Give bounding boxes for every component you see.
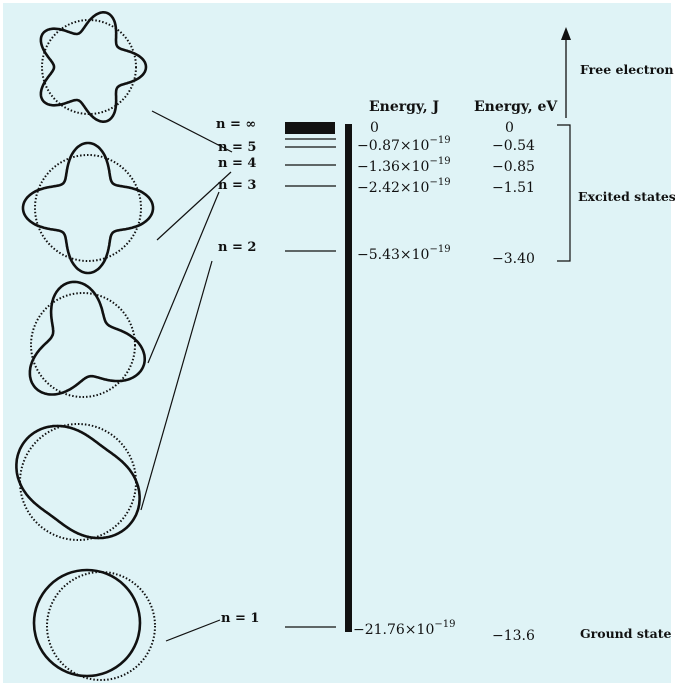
energy-j-n5-exponent: −19	[429, 135, 450, 146]
energy-j-n2-base: −5.43×10	[357, 247, 429, 263]
label-n1: n = 1	[221, 611, 259, 626]
label-n4: n = 4	[218, 156, 256, 171]
energy-ev-n3: −1.51	[492, 180, 535, 196]
diagram-panel	[3, 3, 671, 683]
energy-j-n2-exponent: −19	[429, 244, 450, 255]
energy-j-n3-exponent: −19	[429, 177, 450, 188]
orbit-wave-n3	[28, 280, 146, 398]
label-n2: n = 2	[218, 240, 256, 255]
label-n3: n = 3	[218, 178, 256, 193]
connector-n3	[147, 191, 220, 364]
energy-j-n2: −5.43×10−19	[357, 244, 451, 263]
orbit-wave-n4	[21, 141, 155, 275]
standing-wave-n1	[32, 568, 142, 678]
ground-state-label: Ground state	[580, 626, 672, 641]
connector-n1	[165, 619, 221, 642]
energy-j-n4-exponent: −19	[429, 156, 450, 167]
energy-j-n-infinity: 0	[370, 120, 379, 136]
energy-j-n1: −21.76×10−19	[353, 619, 455, 638]
energy-ev-n2: −3.40	[492, 251, 535, 267]
orbit-circle-n3	[30, 292, 136, 398]
energy-ev-n4: −0.85	[492, 159, 535, 175]
energy-j-n1-exponent: −19	[434, 619, 455, 630]
energy-ev-n1: −13.6	[492, 628, 535, 644]
energy-j-n3-base: −2.42×10	[357, 180, 429, 196]
energy-axis-bar	[345, 124, 352, 632]
energy-j-n5-base: −0.87×10	[357, 138, 429, 154]
orbit-wave-n1	[32, 568, 156, 681]
connector-n4	[156, 171, 232, 241]
connector-n2	[140, 260, 213, 511]
connector-lines	[140, 110, 233, 642]
energy-j-n4-base: −1.36×10	[357, 159, 429, 175]
orbit-wave-n5	[39, 11, 148, 123]
header-energy-ev: Energy, eV	[474, 99, 558, 115]
orbit-circle-n4	[34, 154, 142, 262]
standing-wave-n3	[28, 280, 146, 396]
label-n-infinity: n = ∞	[216, 117, 256, 132]
orbit-wave-n2	[15, 423, 141, 541]
energy-levels	[285, 122, 336, 628]
energy-j-n3: −2.42×10−19	[357, 177, 451, 196]
excited-states-bracket	[557, 124, 571, 262]
excited-states-label: Excited states	[578, 189, 675, 204]
level-infinity-continuum	[285, 122, 335, 134]
free-electron-arrow-head	[561, 27, 571, 40]
standing-wave-n2	[15, 424, 141, 540]
label-n5: n = 5	[218, 140, 256, 155]
header-energy-joules: Energy, J	[369, 99, 439, 115]
energy-j-n5: −0.87×10−19	[357, 135, 451, 154]
energy-j-n4: −1.36×10−19	[357, 156, 451, 175]
energy-ev-n-infinity: 0	[505, 120, 514, 136]
energy-ev-n5: −0.54	[492, 138, 535, 154]
connector-n5	[151, 110, 233, 153]
standing-wave-n5	[39, 11, 148, 123]
energy-j-n1-base: −21.76×10	[353, 622, 434, 638]
free-electron-label: Free electron	[580, 62, 674, 77]
orbit-circle-n1	[46, 571, 156, 681]
standing-wave-n4	[21, 141, 155, 275]
